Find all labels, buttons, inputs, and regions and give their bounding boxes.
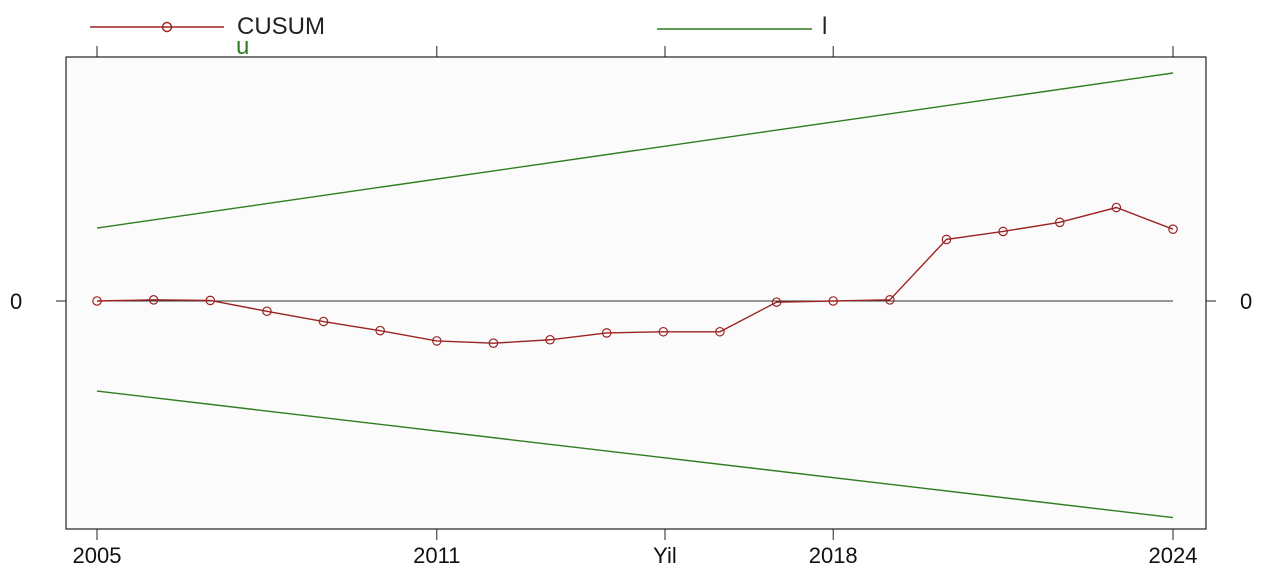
- cusum-point: [1054, 217, 1065, 228]
- x-ticks: 2005 2011 2018 2024: [73, 529, 1198, 566]
- cusum-point: [715, 326, 725, 337]
- cusum-point: [1111, 202, 1122, 213]
- cusum-point: [601, 328, 612, 338]
- x-axis-label: Yil: [653, 543, 677, 566]
- cusum-point: [92, 296, 102, 306]
- cusum-point: [771, 297, 782, 307]
- top-ticks: [96, 46, 1174, 57]
- y-tick-label-right: 0: [1240, 289, 1252, 314]
- cusum-point: [828, 296, 839, 306]
- legend-u-label: u: [236, 33, 249, 60]
- cusum-point: [998, 226, 1008, 237]
- legend-l-label: l: [822, 13, 827, 40]
- legend-cusum-marker: [161, 21, 173, 33]
- x-tick-label: 2018: [809, 543, 858, 566]
- y-tick-label-left: 0: [10, 289, 22, 314]
- cusum-point: [941, 234, 952, 245]
- axes: 0 0 2005 2011 2018 2024 Yil: [10, 46, 1252, 566]
- cusum-point: [375, 325, 385, 336]
- legend: CUSUM l u: [90, 13, 827, 60]
- series-line-l: [96, 390, 1174, 519]
- cusum-point: [658, 326, 669, 337]
- x-tick-label: 2011: [413, 543, 460, 566]
- cusum-point: [545, 334, 555, 345]
- series-line-cusum: [96, 206, 1174, 344]
- cusum-point: [262, 306, 272, 317]
- x-tick-label: 2024: [1149, 543, 1198, 566]
- cusum-point: [1168, 224, 1178, 234]
- cusum-point: [488, 338, 499, 348]
- cusum-point: [205, 295, 216, 306]
- series-layer: [92, 72, 1178, 519]
- legend-cusum-label: CUSUM: [237, 13, 325, 40]
- cusum-point: [318, 316, 329, 327]
- cusum-point: [885, 295, 895, 305]
- plot-frame: [65, 56, 1207, 530]
- x-tick-label: 2005: [73, 543, 122, 566]
- series-line-u: [96, 72, 1174, 229]
- cusum-point: [431, 336, 442, 346]
- cusum-point: [148, 295, 159, 305]
